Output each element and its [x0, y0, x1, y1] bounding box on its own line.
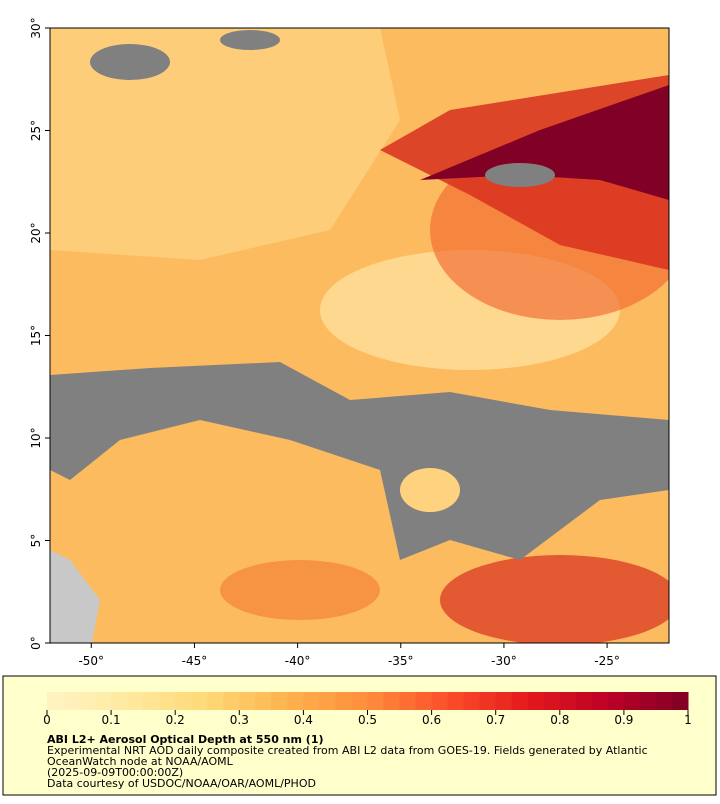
colorbar-swatch: [255, 692, 272, 710]
y-tick-label: 0°: [29, 636, 43, 650]
info-line: OceanWatch node at NOAA/AOML: [47, 755, 234, 768]
colorbar-swatch: [239, 692, 256, 710]
y-tick-label: 25°: [29, 120, 43, 141]
y-tick-label: 20°: [29, 222, 43, 243]
x-tick-label: -50°: [78, 654, 104, 668]
colorbar-tick-label: 0.9: [614, 713, 633, 727]
x-tick-label: -40°: [285, 654, 311, 668]
colorbar-tick-label: 0.8: [550, 713, 569, 727]
colorbar-swatch: [271, 692, 288, 710]
colorbar-swatch: [287, 692, 304, 710]
info-line: Experimental NRT AOD daily composite cre…: [47, 744, 648, 757]
y-tick-label: 30°: [29, 17, 43, 38]
x-tick-label: -35°: [388, 654, 414, 668]
x-tick-label: -45°: [182, 654, 208, 668]
colorbar-swatch: [479, 692, 497, 710]
colorbar-swatch: [79, 692, 96, 710]
info-line: (2025-09-09T00:00:00Z): [47, 766, 183, 779]
colorbar-swatch: [175, 692, 192, 710]
colorbar-swatch: [207, 692, 224, 710]
colorbar-swatch: [431, 692, 449, 710]
colorbar-swatch: [95, 692, 112, 710]
y-tick-label: 5°: [29, 534, 43, 548]
colorbar-swatch: [111, 692, 128, 710]
colorbar-swatch: [159, 692, 176, 710]
colorbar-swatch: [623, 692, 641, 710]
y-tick-label: 15°: [29, 325, 43, 346]
x-tick-label: -25°: [594, 654, 620, 668]
colorbar-swatch: [303, 692, 320, 710]
colorbar-swatch: [383, 692, 401, 710]
colorbar-tick-label: 1: [684, 713, 692, 727]
colorbar-tick-label: 0.3: [230, 713, 249, 727]
colorbar-tick-label: 0.7: [486, 713, 505, 727]
colorbar-swatch: [607, 692, 625, 710]
colorbar-swatch: [639, 692, 657, 710]
x-tick-label: -30°: [491, 654, 517, 668]
colorbar-swatch: [127, 692, 144, 710]
colorbar-swatch: [143, 692, 160, 710]
colorbar-tick-label: 0: [43, 713, 51, 727]
colorbar-swatch: [63, 692, 80, 710]
colorbar-tick-label: 0.2: [166, 713, 185, 727]
colorbar-swatch: [191, 692, 208, 710]
product-title: ABI L2+ Aerosol Optical Depth at 550 nm …: [47, 733, 324, 746]
colorbar-swatch: [223, 692, 240, 710]
colorbar-swatch: [351, 692, 368, 710]
colorbar-swatch: [463, 692, 481, 710]
colorbar-swatch: [399, 692, 417, 710]
colorbar-swatch: [47, 692, 64, 710]
colorbar-swatch: [335, 692, 352, 710]
colorbar-swatch: [671, 692, 689, 710]
colorbar-swatch: [447, 692, 465, 710]
colorbar-swatch: [559, 692, 577, 710]
colorbar-swatch: [591, 692, 609, 710]
colorbar-swatch: [495, 692, 513, 710]
colorbar-tick-label: 0.5: [358, 713, 377, 727]
colorbar-swatch: [415, 692, 433, 710]
aod-map: [50, 28, 669, 643]
info-line: Data courtesy of USDOC/NOAA/OAR/AOML/PHO…: [47, 777, 316, 790]
colorbar-tick-label: 0.6: [422, 713, 441, 727]
colorbar-swatch: [575, 692, 593, 710]
colorbar-swatch: [543, 692, 561, 710]
colorbar-swatch: [655, 692, 673, 710]
y-tick-label: 10°: [29, 427, 43, 448]
colorbar-swatch: [319, 692, 336, 710]
colorbar-tick-label: 0.1: [102, 713, 121, 727]
colorbar-swatch: [367, 692, 385, 710]
colorbar-swatch: [511, 692, 529, 710]
colorbar-swatch: [527, 692, 545, 710]
colorbar-tick-label: 0.4: [294, 713, 313, 727]
